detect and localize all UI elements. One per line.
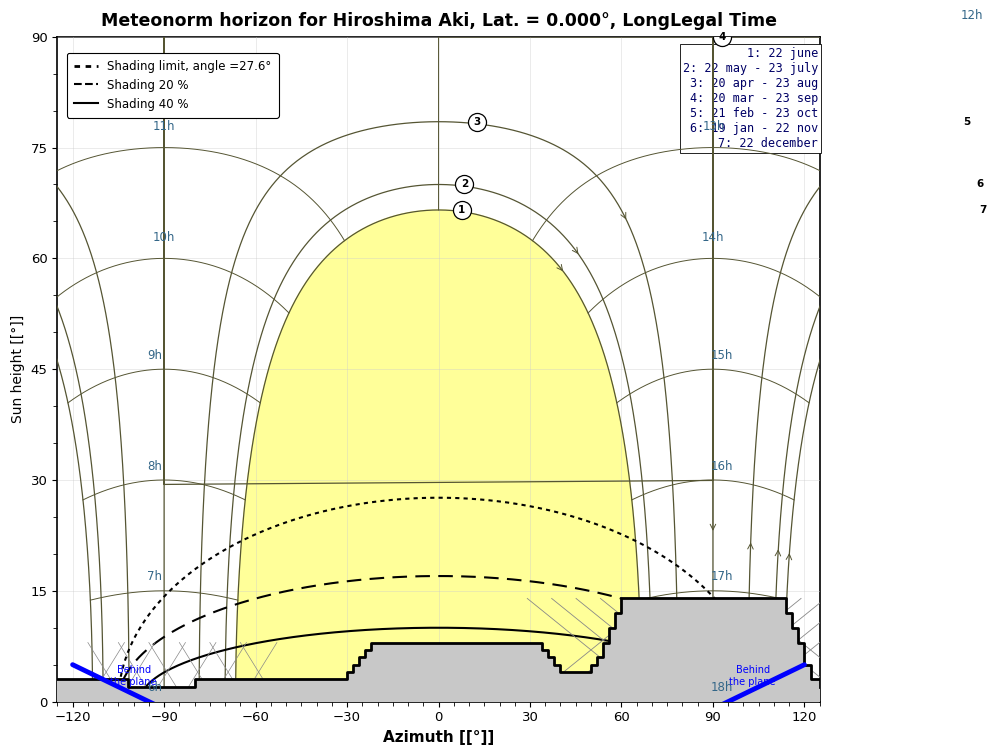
Text: 4: 4	[718, 32, 726, 42]
Text: 6: 6	[976, 179, 983, 190]
Text: 9h: 9h	[147, 349, 162, 362]
X-axis label: Azimuth [[°]]: Azimuth [[°]]	[383, 730, 494, 745]
Text: 11h: 11h	[152, 119, 175, 133]
Text: 3: 3	[474, 116, 481, 127]
Polygon shape	[236, 210, 641, 702]
Text: 7h: 7h	[147, 571, 162, 584]
Text: 1: 1	[458, 205, 465, 215]
Title: Meteonorm horizon for Hiroshima Aki, Lat. = 0.000°, LongLegal Time: Meteonorm horizon for Hiroshima Aki, Lat…	[101, 11, 777, 29]
Text: 7: 7	[979, 205, 986, 215]
Text: 12h: 12h	[961, 9, 983, 23]
Text: 8h: 8h	[147, 460, 162, 472]
Legend: Shading limit, angle =27.6°, Shading 20 %, Shading 40 %: Shading limit, angle =27.6°, Shading 20 …	[67, 53, 279, 118]
Text: 2: 2	[461, 179, 468, 190]
Text: 13h: 13h	[702, 119, 725, 133]
Text: 5: 5	[963, 116, 970, 127]
Text: 14h: 14h	[702, 231, 724, 243]
Text: 16h: 16h	[711, 460, 734, 472]
Text: Behind
the plane: Behind the plane	[110, 665, 157, 686]
Text: 15h: 15h	[711, 349, 733, 362]
Polygon shape	[57, 598, 820, 702]
Text: 10h: 10h	[153, 231, 175, 243]
Text: 17h: 17h	[711, 571, 733, 584]
Text: Behind
the plane: Behind the plane	[729, 665, 776, 686]
Text: 1: 22 june
2: 22 may - 23 july
3: 20 apr - 23 aug
4: 20 mar - 23 sep
5: 21 feb -: 1: 22 june 2: 22 may - 23 july 3: 20 apr…	[683, 47, 818, 150]
Text: 18h: 18h	[711, 681, 733, 694]
Y-axis label: Sun height [[°]]: Sun height [[°]]	[11, 315, 25, 423]
Text: 6h: 6h	[147, 681, 162, 694]
